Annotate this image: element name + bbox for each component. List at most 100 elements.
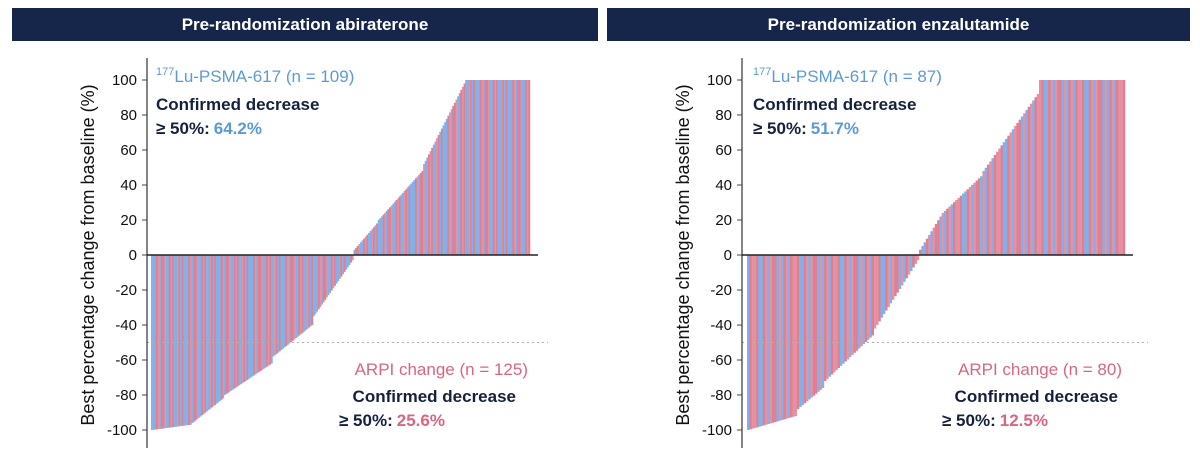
y-tick-label: -100 (107, 422, 137, 439)
waterfall-bar (916, 255, 920, 261)
waterfall-bar (504, 80, 506, 255)
waterfall-bar (833, 255, 836, 373)
waterfall-bar (329, 255, 332, 293)
waterfall-bar (361, 240, 364, 256)
waterfall-bar (385, 210, 388, 255)
waterfall-bar (426, 157, 429, 255)
waterfall-bar (1109, 80, 1112, 255)
waterfall-bar (814, 255, 818, 394)
waterfall-bar (896, 255, 899, 293)
waterfall-bar (155, 255, 158, 430)
waterfall-bar (159, 255, 161, 429)
waterfall-bar (505, 80, 508, 255)
y-tick-label: -100 (702, 422, 732, 439)
waterfall-bar (411, 181, 414, 255)
waterfall-bar (298, 255, 301, 336)
waterfall-bar (971, 184, 974, 255)
waterfall-bar (1063, 80, 1067, 255)
waterfall-bar (340, 255, 343, 277)
waterfall-bar (1025, 110, 1028, 255)
waterfall-bar (1043, 80, 1047, 255)
waterfall-bar (952, 202, 956, 255)
arpi-confirmed-value: ≥ 50%: 12.5% (942, 411, 1048, 430)
waterfall-bar (379, 218, 382, 255)
waterfall-bar (799, 255, 802, 408)
waterfall-bar (228, 255, 231, 392)
y-tick-label: -80 (115, 387, 137, 404)
waterfall-bar (1061, 80, 1065, 255)
waterfall-bar (397, 198, 400, 255)
waterfall-bar (227, 255, 229, 393)
waterfall-bar (382, 214, 385, 255)
waterfall-bar (808, 255, 811, 400)
chart-panel-enzalutamide: Best percentage change from baseline (%)… (600, 48, 1196, 463)
panel-title-enzalutamide: Pre-randomization enzalutamide (607, 8, 1190, 41)
waterfall-bar (314, 255, 317, 314)
waterfall-bar (468, 80, 471, 255)
waterfall-bar (432, 144, 435, 255)
waterfall-bar (1115, 80, 1119, 255)
waterfall-bar (266, 255, 268, 367)
waterfall-bar (176, 255, 179, 427)
waterfall-bar (353, 249, 356, 255)
waterfall-bar (898, 255, 902, 289)
waterfall-bar (393, 201, 396, 255)
waterfall-bar (876, 255, 879, 325)
waterfall-bar (162, 255, 165, 429)
waterfall-bar (471, 80, 474, 255)
waterfall-bar (998, 148, 1001, 255)
waterfall-bar (989, 161, 992, 256)
waterfall-bar (787, 255, 791, 418)
waterfall-bar (223, 255, 226, 395)
waterfall-bar (1011, 129, 1015, 255)
waterfall-bar (928, 234, 931, 255)
waterfall-bar (445, 118, 448, 255)
chart-panel-abiraterone: Best percentage change from baseline (%)… (0, 48, 596, 463)
waterfall-bar (450, 109, 453, 255)
waterfall-bar (919, 249, 922, 255)
waterfall-bar (889, 255, 893, 304)
waterfall-bar (460, 89, 463, 255)
waterfall-bar (483, 80, 485, 255)
waterfall-bar (476, 80, 479, 255)
waterfall-bar (154, 255, 157, 430)
waterfall-bar (783, 255, 786, 420)
waterfall-bar (521, 80, 524, 255)
waterfall-bar (842, 255, 845, 364)
waterfall-bar (778, 255, 782, 421)
waterfall-bar (348, 255, 351, 265)
waterfall-bar (810, 255, 813, 398)
waterfall-bar (233, 255, 236, 389)
waterfall-bar (946, 208, 949, 255)
waterfall-bar (767, 255, 770, 424)
y-tick-label: 80 (715, 107, 732, 124)
waterfall-bar (442, 125, 445, 255)
waterfall-bar (479, 80, 482, 255)
waterfall-bar (431, 147, 434, 255)
waterfall-bar (982, 171, 985, 255)
waterfall-bar (405, 189, 408, 255)
waterfall-bar (214, 255, 217, 405)
waterfall-bar (295, 255, 298, 339)
waterfall-bar (520, 80, 523, 255)
waterfall-bar (345, 255, 348, 270)
waterfall-bar (1045, 80, 1049, 255)
waterfall-bar (1077, 80, 1080, 255)
waterfall-bar (749, 255, 752, 430)
waterfall-bar (408, 185, 411, 255)
waterfall-bar (473, 80, 476, 255)
waterfall-bar (377, 220, 380, 255)
bar-group (747, 80, 1126, 430)
waterfall-bar (515, 80, 518, 255)
waterfall-bar (950, 204, 954, 255)
waterfall-bar (1120, 80, 1123, 255)
waterfall-bar (1086, 80, 1090, 255)
waterfall-bar (821, 255, 825, 388)
waterfall-bar (358, 244, 361, 255)
y-tick-label: 60 (715, 142, 732, 159)
waterfall-bar (309, 255, 312, 327)
waterfall-bar (941, 213, 945, 255)
waterfall-bar (410, 183, 413, 255)
waterfall-bar (363, 238, 366, 255)
waterfall-bar (374, 225, 377, 256)
